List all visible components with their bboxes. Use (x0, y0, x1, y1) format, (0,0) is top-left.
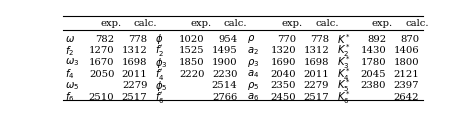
Text: 2397: 2397 (394, 81, 419, 90)
Text: 1020: 1020 (179, 35, 204, 43)
Text: $K^*$: $K^*$ (337, 32, 350, 46)
Text: 782: 782 (95, 35, 114, 43)
Text: $\rho_3$: $\rho_3$ (246, 56, 259, 68)
Text: 2350: 2350 (271, 81, 296, 90)
Text: $\omega$: $\omega$ (65, 34, 75, 44)
Text: 1312: 1312 (122, 46, 147, 55)
Text: 1525: 1525 (179, 46, 204, 55)
Text: $a_6$: $a_6$ (246, 91, 259, 102)
Text: $\phi_5$: $\phi_5$ (155, 78, 167, 92)
Text: 2514: 2514 (212, 81, 237, 90)
Text: $\rho$: $\rho$ (246, 33, 255, 45)
Text: $\rho_5$: $\rho_5$ (246, 79, 259, 91)
Text: 1800: 1800 (393, 58, 419, 66)
Text: calc.: calc. (224, 19, 247, 28)
Text: $\phi_3$: $\phi_3$ (155, 55, 167, 69)
Text: 2045: 2045 (361, 69, 386, 78)
Text: 1698: 1698 (304, 58, 329, 66)
Text: calc.: calc. (316, 19, 339, 28)
Text: 2450: 2450 (271, 92, 296, 101)
Text: 770: 770 (277, 35, 296, 43)
Text: $K_5^*$: $K_5^*$ (337, 77, 350, 93)
Text: 1698: 1698 (122, 58, 147, 66)
Text: $K_4^*$: $K_4^*$ (337, 65, 350, 82)
Text: 2230: 2230 (212, 69, 237, 78)
Text: 2220: 2220 (179, 69, 204, 78)
Text: 1495: 1495 (212, 46, 237, 55)
Text: 2517: 2517 (304, 92, 329, 101)
Text: 1406: 1406 (393, 46, 419, 55)
Text: 2040: 2040 (271, 69, 296, 78)
Text: $K_2^*$: $K_2^*$ (337, 42, 350, 59)
Text: 1430: 1430 (360, 46, 386, 55)
Text: 2011: 2011 (122, 69, 147, 78)
Text: $f_2'$: $f_2'$ (155, 43, 164, 58)
Text: $K_6^*$: $K_6^*$ (337, 88, 350, 105)
Text: 2050: 2050 (89, 69, 114, 78)
Text: 1850: 1850 (179, 58, 204, 66)
Text: 1670: 1670 (89, 58, 114, 66)
Text: $\omega_5$: $\omega_5$ (65, 79, 79, 91)
Text: exp.: exp. (190, 19, 211, 28)
Text: calc.: calc. (134, 19, 157, 28)
Text: 2766: 2766 (212, 92, 237, 101)
Text: $a_4$: $a_4$ (246, 68, 259, 79)
Text: 778: 778 (128, 35, 147, 43)
Text: 870: 870 (400, 35, 419, 43)
Text: 954: 954 (218, 35, 237, 43)
Text: exp.: exp. (372, 19, 393, 28)
Text: $\omega_3$: $\omega_3$ (65, 56, 79, 68)
Text: exp.: exp. (282, 19, 303, 28)
Text: 778: 778 (310, 35, 329, 43)
Text: 1780: 1780 (361, 58, 386, 66)
Text: $f_6'$: $f_6'$ (155, 89, 164, 104)
Text: 1270: 1270 (89, 46, 114, 55)
Text: exp.: exp. (100, 19, 121, 28)
Text: $f_4'$: $f_4'$ (155, 66, 164, 81)
Text: 1690: 1690 (271, 58, 296, 66)
Text: calc.: calc. (406, 19, 429, 28)
Text: 1312: 1312 (303, 46, 329, 55)
Text: 892: 892 (367, 35, 386, 43)
Text: $\phi$: $\phi$ (155, 32, 163, 46)
Text: 2121: 2121 (393, 69, 419, 78)
Text: $f_6$: $f_6$ (65, 90, 74, 103)
Text: 1900: 1900 (212, 58, 237, 66)
Text: 2279: 2279 (122, 81, 147, 90)
Text: 1320: 1320 (271, 46, 296, 55)
Text: 2510: 2510 (89, 92, 114, 101)
Text: 2279: 2279 (304, 81, 329, 90)
Text: $K_3^*$: $K_3^*$ (337, 54, 350, 70)
Text: 2517: 2517 (122, 92, 147, 101)
Text: 2380: 2380 (361, 81, 386, 90)
Text: 2011: 2011 (303, 69, 329, 78)
Text: 2642: 2642 (394, 92, 419, 101)
Text: $f_4$: $f_4$ (65, 67, 74, 80)
Text: $a_2$: $a_2$ (246, 45, 258, 56)
Text: $f_2$: $f_2$ (65, 44, 74, 57)
